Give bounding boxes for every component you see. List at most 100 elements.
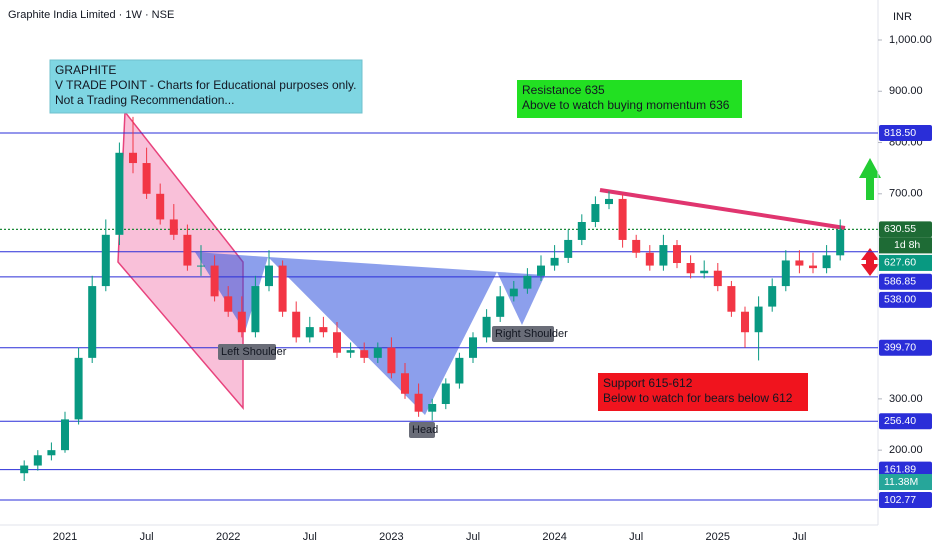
trend-line: [599, 188, 846, 230]
right-shoulder-shape: [497, 272, 545, 325]
candle-body: [822, 255, 831, 269]
candle-body: [482, 316, 491, 338]
annotation-box: [49, 59, 363, 114]
candle-body: [700, 270, 709, 274]
level-label: 161.89: [884, 463, 916, 475]
candle-body: [183, 234, 192, 266]
candle-body: [88, 286, 97, 358]
candle-body: [251, 286, 260, 333]
level-label-box: [879, 339, 932, 356]
annotation-text: Support 615-612: [603, 376, 693, 390]
annotation-text: Above to watch buying momentum 636: [522, 98, 730, 112]
candle-body: [33, 455, 42, 466]
level-label: 399.70: [884, 342, 916, 354]
level-label-box: [879, 413, 932, 430]
candle-body: [455, 357, 464, 384]
annotation-text: Below to watch for bears below 612: [603, 391, 793, 405]
currency: INR: [893, 11, 912, 23]
candle-body: [659, 245, 668, 266]
x-tick-label: 2023: [379, 531, 403, 543]
candle-body: [333, 332, 341, 353]
level-label-box: [879, 273, 932, 290]
pattern-label-box: [492, 326, 554, 342]
volume-label: 11.38M: [884, 476, 918, 488]
candle-body: [673, 245, 681, 264]
annotation-text: GRAPHITE: [55, 63, 116, 77]
y-tick-label: 700.00: [889, 188, 923, 200]
candle-body: [74, 357, 83, 420]
x-tick-label: Jul: [140, 531, 154, 543]
drawings: [117, 109, 881, 415]
candle-body: [156, 193, 165, 220]
candle-body: [618, 198, 627, 240]
candle-body: [101, 234, 110, 287]
annotation-box: [598, 373, 808, 411]
x-tick-label: Jul: [303, 531, 317, 543]
candle-body: [727, 286, 736, 312]
candles: [20, 116, 845, 481]
y-tick-label: 300.00: [889, 393, 923, 405]
candle-body: [224, 296, 233, 312]
level-label: 818.50: [884, 127, 916, 139]
candle-body: [754, 306, 763, 333]
level-label-box: [879, 491, 932, 508]
candle-body: [197, 265, 205, 267]
candle-body: [142, 163, 151, 194]
level-label-box: [879, 291, 932, 308]
candle-body: [537, 265, 545, 276]
candle-body: [605, 198, 613, 205]
candle-body: [115, 152, 124, 235]
chart-title: Graphite India Limited · 1W · NSE: [8, 9, 174, 21]
candle-body: [645, 252, 654, 266]
candle-body: [319, 327, 328, 333]
countdown-box: [879, 237, 932, 254]
y-tick-label: 1,000.00: [889, 34, 932, 46]
candle-body: [401, 373, 409, 394]
candle-body: [360, 350, 369, 358]
candle-body: [373, 347, 382, 358]
candle-body: [305, 327, 314, 338]
candle-body: [265, 265, 273, 287]
candle-body: [523, 275, 532, 289]
candle-body: [577, 221, 586, 240]
candle-body: [509, 288, 518, 297]
candle-body: [292, 311, 301, 338]
x-tick-label: Jul: [466, 531, 480, 543]
level-label: 630.55: [884, 223, 916, 235]
candle-body: [686, 263, 695, 274]
pattern-label: Right Shoulder: [495, 328, 568, 340]
candle-body: [795, 260, 804, 266]
head-shape: [268, 257, 545, 415]
candle-body: [781, 260, 790, 287]
candle-body: [564, 239, 573, 258]
candle-body: [61, 419, 69, 451]
x-tick-label: Jul: [629, 531, 643, 543]
price-label: 627.60: [884, 257, 916, 269]
y-tick-label: 900.00: [889, 85, 923, 97]
candle-body: [210, 265, 219, 297]
level-label: 256.40: [884, 415, 916, 427]
level-label: 102.77: [884, 494, 916, 506]
candle-body: [632, 239, 641, 253]
countdown: 1d 8h: [894, 239, 920, 251]
x-tick-label: 2024: [542, 531, 566, 543]
candle-body: [387, 347, 396, 374]
pattern-label-box: [218, 344, 276, 360]
x-tick-label: 2021: [53, 531, 77, 543]
updown-arrow: [861, 248, 879, 276]
candle-body: [496, 296, 505, 317]
candle-body: [428, 404, 437, 412]
volume-label-box: [879, 473, 932, 490]
candle-body: [237, 311, 246, 333]
level-label-box: [879, 221, 932, 238]
annotation-text: Not a Trading Recommendation...: [55, 93, 234, 107]
candle-body: [346, 350, 355, 353]
pattern-label-box: [409, 422, 435, 438]
candle-body: [591, 204, 600, 222]
candle-body: [550, 257, 559, 266]
pattern-label: Left Shoulder: [221, 346, 287, 358]
candle-body: [278, 265, 287, 312]
candle-body: [169, 219, 178, 235]
annotation-box: [517, 80, 742, 118]
